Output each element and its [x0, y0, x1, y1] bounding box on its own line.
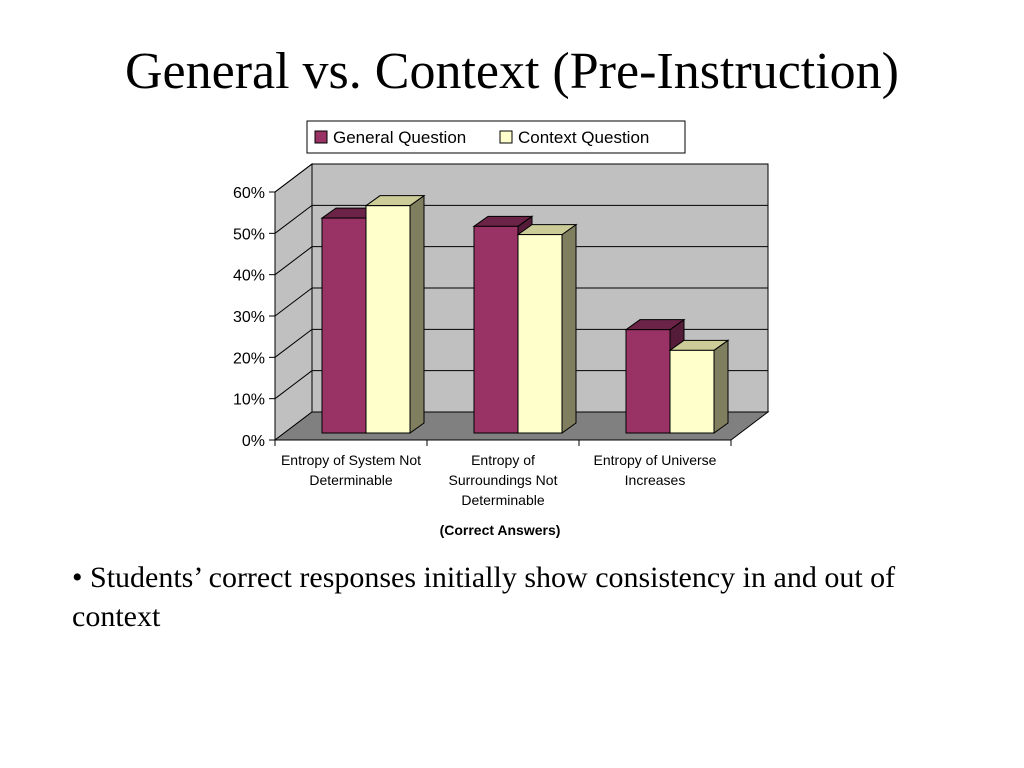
- bar-general-2: [473, 225, 519, 434]
- gridline: [274, 246, 768, 276]
- x-tick-label: Entropy of Universe: [594, 452, 717, 468]
- gridline: [274, 370, 768, 400]
- y-tick-label: 50%: [233, 226, 265, 243]
- y-tick-label: 0%: [242, 433, 265, 450]
- bullet-point: • Students’ correct responses initially …: [72, 558, 952, 636]
- gridline: [274, 287, 768, 317]
- legend-swatch: [499, 130, 513, 144]
- y-tick-label: 20%: [233, 350, 265, 367]
- x-tick-label: Determinable: [309, 472, 392, 488]
- x-tick-label: Entropy of System Not: [281, 452, 421, 468]
- y-tick-label: 40%: [233, 268, 265, 285]
- x-tick-label: Entropy of: [471, 452, 535, 468]
- bar-side: [713, 339, 729, 434]
- chart-bars: [320, 194, 730, 434]
- legend-label: General Question: [333, 128, 466, 147]
- x-axis-title: (Correct Answers): [440, 522, 561, 538]
- bullet-marker: •: [72, 561, 83, 594]
- chart-axes: 0% 10% 20% 30% 40% 50% 60% Entropy of System No…: [233, 185, 732, 508]
- legend-box: [306, 120, 686, 154]
- legend-label: Context Question: [518, 128, 649, 147]
- chart-legend: General Question Context Question: [306, 120, 686, 154]
- gridline: [274, 163, 768, 193]
- bar-side: [409, 194, 425, 434]
- y-tick-label: 60%: [233, 185, 265, 202]
- chart-gridlines: [274, 163, 768, 400]
- bar-side: [561, 223, 577, 434]
- gridline: [274, 328, 768, 358]
- x-tick-label: Determinable: [461, 492, 544, 508]
- x-tick-label: Increases: [625, 472, 686, 488]
- legend-swatch: [314, 130, 328, 144]
- bar-general-1: [321, 217, 367, 434]
- bullet-text: Students’ correct responses initially sh…: [72, 561, 896, 633]
- x-tick-label: Surroundings Not: [449, 472, 558, 488]
- bar-context-1: [365, 205, 411, 434]
- bar-chart: 0% 10% 20% 30% 40% 50% 60% Entropy of System No…: [233, 120, 770, 538]
- bar-context-3: [669, 349, 715, 434]
- y-tick-label: 30%: [233, 309, 265, 326]
- gridline: [274, 204, 768, 234]
- bar-context-2: [517, 234, 563, 434]
- y-tick-label: 10%: [233, 392, 265, 409]
- slide-title: General vs. Context (Pre-Instruction): [124, 43, 899, 100]
- bar-general-3: [625, 329, 671, 434]
